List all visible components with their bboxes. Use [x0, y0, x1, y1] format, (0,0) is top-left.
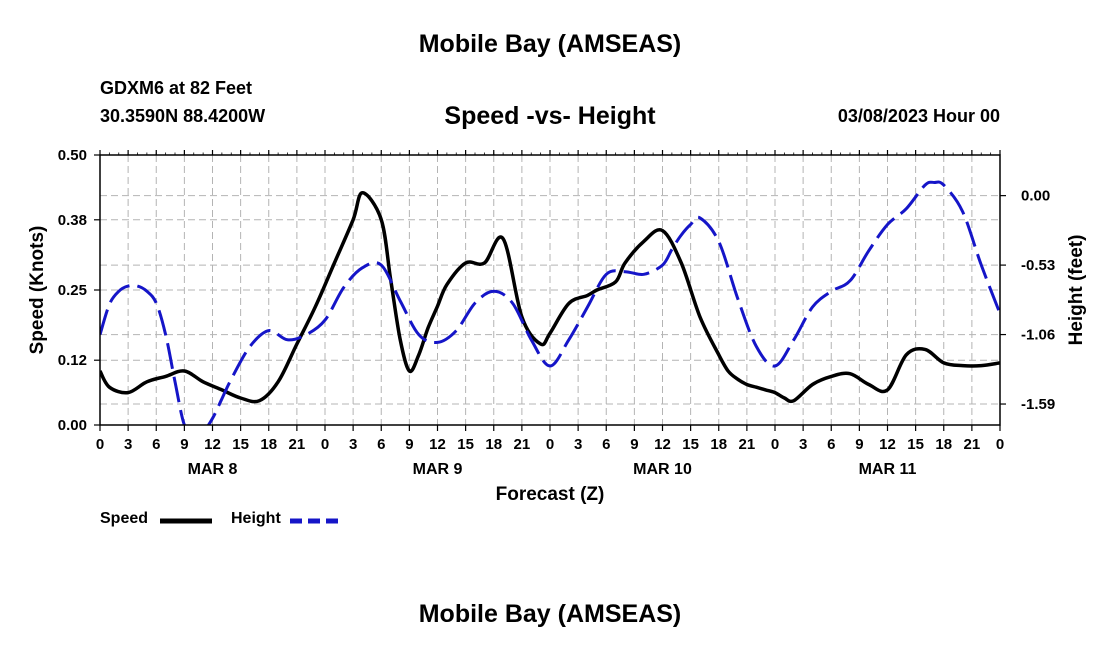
y-tick-label: 0.00 [58, 417, 87, 434]
x-tick-label: 0 [321, 436, 329, 453]
x-tick-label: 12 [654, 436, 671, 453]
series-speed-line [100, 191, 1000, 404]
day-label: MAR 11 [859, 461, 917, 478]
forecast-datetime: 03/08/2023 Hour 00 [837, 106, 1000, 126]
x-tick-label: 15 [457, 436, 474, 453]
series-lines [100, 180, 1000, 425]
x-tick-label: 21 [289, 436, 306, 453]
x-tick-label: 18 [935, 436, 952, 453]
y2-tick-label: 0.00 [1021, 188, 1050, 205]
x-tick-label: 0 [96, 436, 104, 453]
legend-height-label: Height [231, 510, 281, 527]
x-tick-label: 9 [855, 436, 863, 453]
y-tick-label: 0.38 [58, 212, 87, 229]
x-tick-label: 0 [546, 436, 554, 453]
y-tick-label: 0.25 [58, 282, 87, 299]
x-tick-label: 18 [260, 436, 277, 453]
x-tick-label: 15 [907, 436, 924, 453]
x-tick-label: 0 [996, 436, 1004, 453]
x-tick-label: 3 [349, 436, 357, 453]
x-tick-label: 6 [602, 436, 610, 453]
x-tick-label: 9 [630, 436, 638, 453]
x-tick-label: 21 [739, 436, 756, 453]
x-tick-label: 15 [232, 436, 249, 453]
axis-labels: 0 3 6 9 12 15 18 21 0 3 6 9 12 15 18 21 0 3 6 9 12 15 18 21 0 3 6 9… [58, 147, 1055, 478]
x-tick-label: 6 [152, 436, 160, 453]
x-axis-title: Forecast (Z) [496, 484, 605, 505]
coordinates-label: 30.3590N 88.4200W [100, 106, 266, 126]
legend-speed-label: Speed [100, 510, 149, 527]
x-tick-label: 12 [204, 436, 221, 453]
day-label: MAR 10 [633, 461, 692, 478]
x-tick-label: 12 [879, 436, 896, 453]
x-tick-label: 9 [405, 436, 413, 453]
x-tick-label: 18 [485, 436, 502, 453]
x-tick-label: 3 [574, 436, 582, 453]
station-label: GDXM6 at 82 Feet [100, 78, 253, 98]
x-tick-label: 12 [429, 436, 446, 453]
x-tick-label: 15 [682, 436, 699, 453]
x-tick-label: 9 [180, 436, 188, 453]
x-tick-label: 6 [827, 436, 835, 453]
series-height-line [100, 180, 1000, 425]
plot-frame [99, 154, 1001, 426]
day-label: MAR 9 [413, 461, 463, 478]
x-tick-label: 18 [710, 436, 727, 453]
x-tick-label: 0 [771, 436, 779, 453]
day-label: MAR 8 [188, 461, 238, 478]
chart-title: Mobile Bay (AMSEAS) [418, 30, 682, 58]
x-tick-label: 21 [964, 436, 981, 453]
y2-tick-label: -0.53 [1021, 257, 1055, 274]
y2-tick-label: -1.59 [1021, 396, 1055, 413]
x-tick-label: 6 [377, 436, 385, 453]
y-tick-label: 0.50 [58, 147, 87, 164]
y-tick-label: 0.12 [58, 352, 87, 369]
x-tick-label: 3 [799, 436, 807, 453]
grid [100, 155, 1000, 425]
footer-title: Mobile Bay (AMSEAS) [418, 600, 682, 628]
x-tick-label: 3 [124, 436, 132, 453]
y2-tick-label: -1.06 [1021, 327, 1055, 344]
x-tick-label: 21 [514, 436, 531, 453]
chart-subtitle: Speed -vs- Height [444, 102, 656, 130]
y2-axis-title: Height (feet) [1066, 235, 1087, 346]
y-axis-title: Speed (Knots) [27, 226, 48, 355]
